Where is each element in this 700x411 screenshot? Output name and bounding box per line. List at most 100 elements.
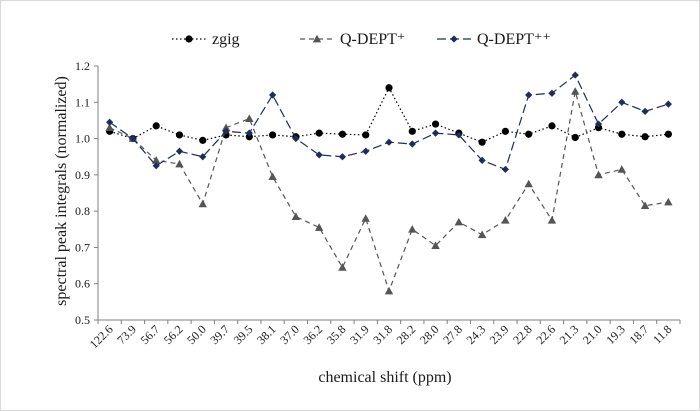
x-tick-label: 31.9: [347, 322, 372, 347]
legend-item-3: Q-DEPT⁺⁺: [437, 31, 551, 48]
data-point-circle: [175, 131, 184, 139]
legend-item-2: Q-DEPT⁺: [300, 31, 405, 48]
x-tick-label: 39.7: [207, 322, 232, 347]
data-point-diamond: [501, 165, 509, 174]
data-point-circle: [185, 35, 193, 43]
data-point-circle: [618, 130, 626, 138]
data-point-triangle: [291, 212, 301, 220]
data-point-triangle: [198, 199, 207, 208]
data-point-triangle: [524, 179, 533, 188]
x-tick-label: 37.0: [277, 322, 302, 347]
x-tick-label: 27.8: [440, 322, 465, 347]
data-point-circle: [594, 124, 603, 132]
data-point-triangle: [664, 197, 673, 206]
data-point-diamond: [450, 35, 458, 43]
data-point-triangle: [454, 217, 464, 226]
data-point-circle: [548, 122, 556, 130]
data-point-diamond: [478, 156, 486, 164]
series-1: [106, 84, 672, 146]
data-point-triangle: [175, 159, 184, 168]
data-point-circle: [525, 130, 533, 138]
data-point-diamond: [362, 147, 370, 155]
series-line: [109, 91, 669, 293]
x-tick-label: 31.8: [370, 322, 395, 347]
data-point-triangle: [431, 241, 440, 249]
data-point-diamond: [641, 107, 649, 115]
x-tick-label: 19.3: [603, 322, 628, 347]
data-point-triangle: [361, 214, 370, 222]
data-point-diamond: [618, 98, 626, 106]
data-point-triangle: [594, 170, 603, 179]
data-point-diamond: [222, 127, 230, 135]
data-point-diamond: [199, 153, 207, 161]
y-axis-title: spectral peak integrals (normalized): [53, 76, 70, 306]
data-point-triangle: [408, 225, 417, 233]
data-point-diamond: [292, 134, 300, 143]
x-tick-label: 22.8: [510, 322, 535, 347]
y-tick-label: 1.1: [75, 95, 90, 109]
x-tick-label: 122.6: [87, 322, 116, 351]
data-point-diamond: [455, 131, 463, 139]
x-tick-label: 36.2: [301, 322, 326, 347]
y-tick-label: 0.5: [75, 313, 90, 327]
x-tick-label: 38.1: [254, 322, 279, 347]
x-tick-label: 23.9: [487, 322, 512, 347]
data-point-triangle: [547, 216, 557, 224]
data-point-circle: [362, 131, 370, 139]
legend-label: zgig: [212, 31, 240, 48]
x-tick-label: 11.8: [650, 322, 674, 346]
y-tick-label: 0.7: [75, 240, 90, 254]
data-point-triangle: [384, 286, 394, 295]
data-point-triangle: [312, 34, 322, 43]
data-point-diamond: [129, 134, 137, 143]
legend: zgig Q-DEPT⁺ Q-DEPT⁺⁺: [172, 31, 551, 48]
data-point-circle: [664, 130, 672, 138]
y-tick-label: 0.9: [75, 168, 90, 182]
data-point-diamond: [338, 153, 347, 161]
data-point-triangle: [640, 201, 650, 210]
x-tick-label: 28.2: [394, 322, 419, 347]
y-tick-label: 1.2: [75, 59, 90, 73]
data-point-diamond: [408, 140, 416, 148]
legend-item-1: zgig: [172, 31, 240, 48]
data-point-triangle: [152, 156, 161, 164]
data-point-circle: [315, 129, 323, 137]
data-point-triangle: [477, 230, 487, 239]
x-tick-label: 21.0: [580, 322, 605, 347]
data-point-diamond: [315, 151, 323, 159]
x-tick-label: 28.0: [417, 322, 442, 347]
x-tick-label: 39.5: [231, 322, 256, 347]
data-point-triangle: [338, 263, 347, 271]
x-tick-label: 21.3: [557, 322, 582, 347]
data-point-diamond: [175, 147, 184, 155]
x-tick-label: 24.3: [463, 322, 488, 347]
data-point-diamond: [525, 91, 533, 99]
data-point-triangle: [617, 165, 626, 173]
x-tick-label: 56.2: [161, 322, 186, 347]
data-point-triangle: [268, 172, 277, 181]
x-tick-label: 35.8: [324, 322, 349, 347]
data-point-diamond: [571, 71, 579, 79]
x-tick-label: 50.0: [184, 322, 209, 347]
series-2: [105, 87, 673, 295]
y-tick-label: 0.6: [75, 277, 90, 291]
series-layer: [105, 71, 673, 295]
data-point-circle: [152, 122, 160, 130]
x-tick-label: 56.7: [138, 322, 163, 347]
data-point-diamond: [548, 89, 556, 97]
x-tick-label: 18.7: [626, 322, 651, 347]
data-point-diamond: [385, 138, 393, 146]
data-point-circle: [385, 84, 393, 92]
data-point-triangle: [571, 87, 580, 95]
data-point-triangle: [501, 216, 510, 224]
data-point-diamond: [152, 162, 160, 170]
x-tick-label: 22.6: [533, 322, 558, 347]
data-point-circle: [501, 127, 509, 135]
y-tick-label: 1.0: [75, 132, 90, 146]
axes: 0.5 0.6 0.7 0.8 0.9 1.0 1.1 1.2 122.673.956.756.…: [75, 59, 681, 351]
data-point-circle: [245, 133, 253, 141]
data-point-circle: [431, 120, 440, 128]
data-point-circle: [408, 127, 416, 135]
